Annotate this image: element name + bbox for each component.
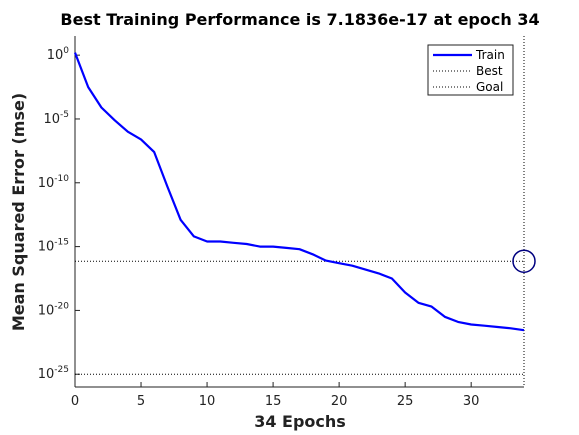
plot-area: 0 5 10 15 20 25 30 100 10-5 10-10 10-15 10-20 10-25 T… (38, 36, 536, 409)
y-tick-label: 10-10 (38, 174, 70, 191)
x-tick-label: 25 (397, 394, 414, 409)
legend-label: Goal (476, 80, 503, 94)
x-tick-label: 10 (199, 394, 216, 409)
y-tick-label: 100 (47, 46, 70, 63)
best-marker (512, 249, 536, 273)
legend-label: Best (476, 64, 503, 78)
y-tick-label: 10-20 (38, 301, 70, 318)
x-tick-label: 0 (71, 394, 79, 409)
y-tick-label: 10-15 (38, 238, 69, 255)
y-tick-label: 10-25 (38, 365, 69, 382)
x-tick-label: 30 (463, 394, 480, 409)
x-tick-label: 15 (265, 394, 282, 409)
train-line (73, 52, 525, 332)
y-axis-title: Mean Squared Error (mse) (9, 93, 28, 331)
legend-label: Train (475, 48, 505, 62)
x-tick-label: 20 (331, 394, 348, 409)
chart-title: Best Training Performance is 7.1836e-17 … (60, 10, 539, 29)
y-tick-label: 10-5 (43, 110, 69, 127)
x-axis-title: 34 Epochs (254, 412, 346, 431)
x-tick-label: 5 (137, 394, 145, 409)
